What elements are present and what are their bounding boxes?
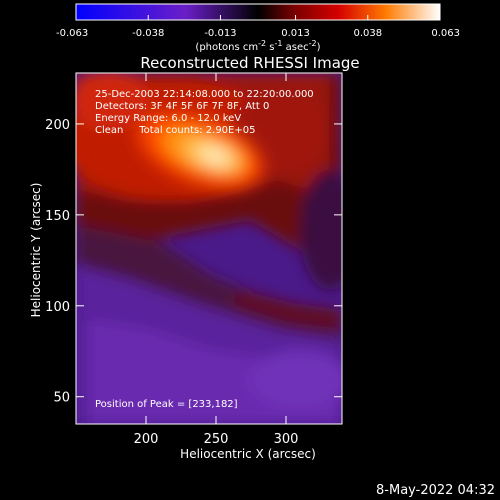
peak-position-label: Position of Peak = [233,182]: [95, 399, 238, 410]
chart-title: Reconstructed RHESSI Image: [140, 54, 359, 72]
x-tick-label: 200: [134, 432, 159, 447]
heatmap-image: [76, 73, 342, 424]
colorbar: [75, 3, 441, 21]
y-axis-title: Heliocentric Y (arcsec): [29, 183, 43, 318]
colorbar-ticks: -0.063 -0.038 -0.013 0.013 0.038 0.063: [56, 15, 460, 39]
x-axis-title: Heliocentric X (arcsec): [180, 447, 316, 461]
y-tick-label: 200: [45, 118, 70, 133]
unit-exp1: -2: [258, 39, 266, 48]
colorbar-tick-label: -0.013: [204, 28, 236, 39]
colorbar-tick-label: 0.063: [431, 28, 460, 39]
y-tick-label: 100: [45, 300, 70, 315]
unit-mid2: asec: [283, 42, 309, 53]
y-tick-label: 150: [45, 209, 70, 224]
footer-timestamp: 8-May-2022 04:32: [376, 483, 495, 498]
y-axis-ticks: 50 100 150 200: [45, 118, 342, 406]
annotation-total-counts: Clean Total counts: 2.90E+05: [95, 125, 255, 136]
annotations: 25-Dec-2003 22:14:08.000 to 22:20:00.000…: [95, 89, 314, 410]
unit-suffix: ): [317, 42, 321, 53]
x-tick-label: 250: [204, 432, 229, 447]
unit-exp3: -2: [309, 39, 317, 48]
unit-prefix: (photons cm: [195, 42, 258, 53]
x-axis-ticks: 200 250 300: [134, 73, 299, 447]
colorbar-tick-label: 0.038: [353, 28, 382, 39]
unit-exp2: -1: [275, 39, 283, 48]
annotation-detectors: Detectors: 3F 4F 5F 6F 7F 8F, Att 0: [95, 101, 269, 112]
plot-frame: [75, 72, 343, 425]
colorbar-tick-label: -0.038: [132, 28, 164, 39]
colorbar-unit-label: (photons cm-2 s-1 asec-2): [195, 39, 320, 53]
colorbar-tick-label: 0.013: [281, 28, 310, 39]
y-tick-label: 50: [53, 391, 70, 406]
annotation-energy-range: Energy Range: 6.0 - 12.0 keV: [95, 113, 241, 124]
x-tick-label: 300: [274, 432, 299, 447]
annotation-time-range: 25-Dec-2003 22:14:08.000 to 22:20:00.000: [95, 89, 314, 100]
unit-mid1: s: [266, 42, 274, 53]
colorbar-tick-label: -0.063: [56, 28, 88, 39]
